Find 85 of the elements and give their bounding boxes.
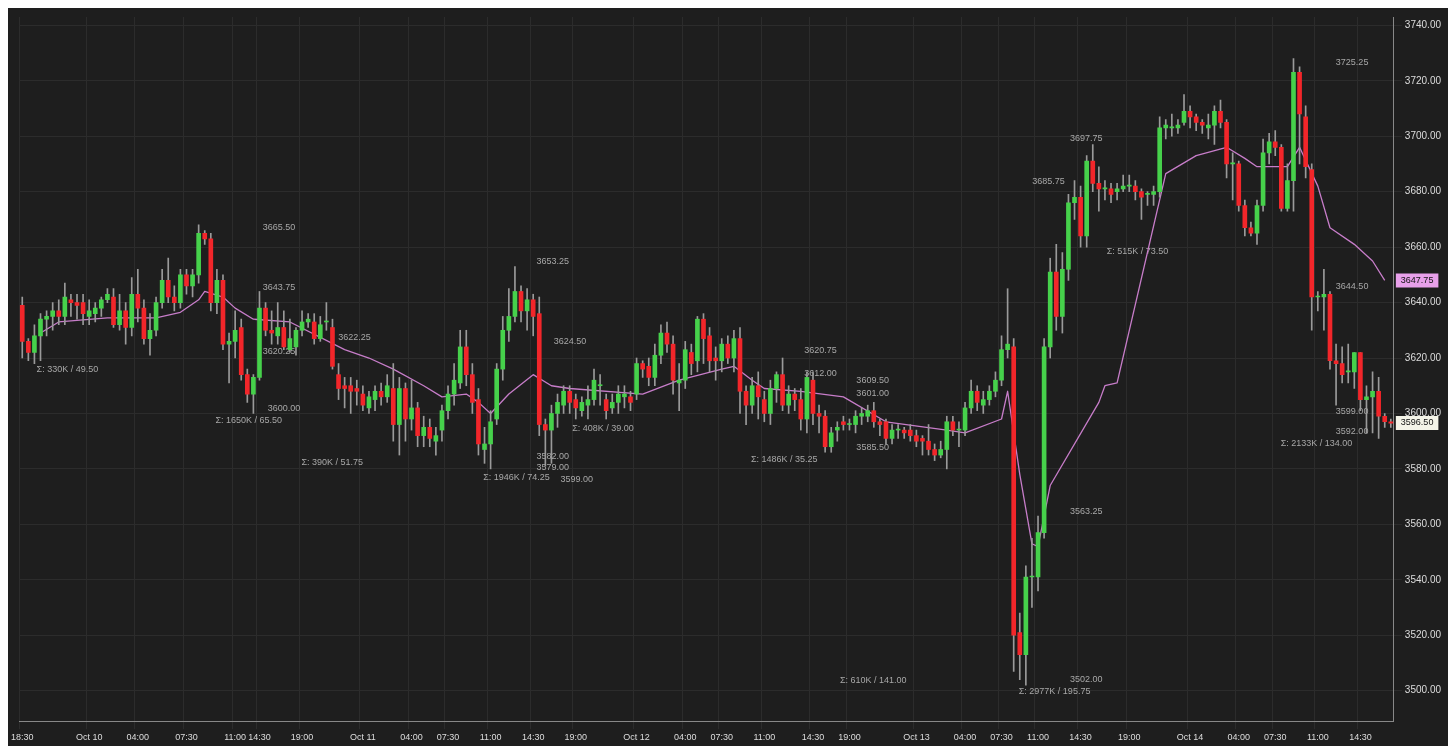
annotation: Σ: 1946K / 74.25 <box>483 472 550 483</box>
y-tick-label: 3680.00 <box>1404 185 1442 197</box>
y-tick-label: 3720.00 <box>1404 74 1442 86</box>
annotation: 3624.50 <box>553 335 587 346</box>
annotation: 3600.00 <box>267 403 301 414</box>
candlestick <box>275 302 281 345</box>
annotation: Σ: 2133K / 134.00 <box>1280 437 1353 448</box>
candlestick <box>597 374 603 406</box>
annotation: Σ: 1486K / 35.25 <box>751 454 818 465</box>
annotation: 3653.25 <box>536 255 569 266</box>
x-tick-label: 19:00 <box>1118 732 1141 743</box>
y-tick-label: 3500.00 <box>1404 684 1442 696</box>
candlestick <box>74 293 80 320</box>
y-tick-label: 3580.00 <box>1404 462 1442 474</box>
candlestick <box>816 404 822 434</box>
x-tick-label: 19:00 <box>290 732 314 743</box>
x-tick-label: 04:00 <box>953 732 977 743</box>
annotation: 3620.75 <box>804 345 837 356</box>
y-tick-label: 3620.00 <box>1404 351 1442 363</box>
annotation: 3665.50 <box>262 222 296 233</box>
x-tick-label: Oct 11 <box>349 732 376 743</box>
x-tick-label: 11:00 <box>479 732 502 743</box>
x-tick-label: 14:30 <box>1349 732 1372 743</box>
annotation: 3697.75 <box>1070 132 1103 143</box>
annotation: Σ: 390K / 51.75 <box>301 456 364 467</box>
x-tick-label: 04:00 <box>1227 732 1251 743</box>
annotation: Σ: 408K / 39.00 <box>572 423 634 434</box>
text: 3647.75 <box>1400 275 1434 286</box>
x-tick-label: Oct 14 <box>1176 732 1204 743</box>
x-tick-label: 07:30 <box>1263 732 1287 743</box>
candlestick <box>1333 343 1339 406</box>
annotation: 3585.50 <box>856 442 889 453</box>
y-tick-label: 3560.00 <box>1404 518 1442 530</box>
annotation: 3622.25 <box>338 331 371 342</box>
x-tick-label: 14:30 <box>521 732 545 743</box>
x-tick-label: 07:30 <box>710 732 734 743</box>
annotation: 3644.50 <box>1335 280 1369 291</box>
x-tick-label: 19:00 <box>838 732 861 743</box>
x-tick-label: 07:30 <box>436 732 460 743</box>
x-tick-label: 04:00 <box>673 732 697 743</box>
candlestick <box>1120 174 1126 192</box>
x-tick-label: 04:00 <box>400 732 423 743</box>
x-tick-label: 14:30 <box>248 732 271 743</box>
candlestick <box>56 299 62 326</box>
annotation: Σ: 2977K / 195.75 <box>1018 685 1091 696</box>
annotation: 3563.25 <box>1070 505 1103 516</box>
y-tick-label: 3700.00 <box>1404 129 1442 141</box>
annotation: 3643.75 <box>262 281 296 292</box>
annotation: 3599.00 <box>560 474 594 485</box>
annotation: 3502.00 <box>1070 674 1103 685</box>
annotation: 3685.75 <box>1032 175 1065 186</box>
x-tick-label: 14:30 <box>801 732 825 743</box>
annotation: 3612.00 <box>804 368 837 379</box>
text: 3596.50 <box>1400 417 1434 428</box>
x-tick-label: 18:30 <box>11 732 34 743</box>
x-tick-label: 14:30 <box>1069 732 1092 743</box>
x-tick-label: Oct 13 <box>903 732 930 743</box>
annotation: 3725.25 <box>1335 56 1369 67</box>
y-tick-label: 3600.00 <box>1404 407 1442 419</box>
annotation: 3579.00 <box>536 461 569 472</box>
y-tick-label: 3540.00 <box>1404 573 1442 585</box>
annotation: Σ: 610K / 141.00 <box>839 675 907 686</box>
annotation: Σ: 330K / 49.50 <box>36 363 99 374</box>
y-tick-label: 3520.00 <box>1404 629 1442 640</box>
x-tick-label: 11:00 <box>1027 732 1049 743</box>
y-tick-label: 3740.00 <box>1404 19 1442 31</box>
annotation: 3609.50 <box>856 375 889 386</box>
x-tick-label: 11:00 <box>753 732 776 743</box>
candlestick <box>1163 119 1169 140</box>
annotation: 3592.00 <box>1335 426 1369 437</box>
x-tick-label: 07:30 <box>175 732 198 743</box>
x-tick-label: 11:00 <box>1306 732 1329 743</box>
x-tick-label: Oct 10 <box>75 732 103 743</box>
candlestick <box>68 293 74 317</box>
x-tick-label: 19:00 <box>564 732 588 743</box>
y-tick-label: 3660.00 <box>1404 240 1442 252</box>
annotation: Σ: 1650K / 65.50 <box>215 414 283 425</box>
candlestick <box>877 418 883 436</box>
x-tick-label: Oct 12 <box>623 732 650 743</box>
candlestick <box>834 421 840 442</box>
y-tick-label: 3640.00 <box>1404 296 1442 308</box>
annotation: 3601.00 <box>856 387 889 398</box>
x-tick-label: 11:00 <box>224 732 247 743</box>
x-tick-label: 07:30 <box>990 732 1013 743</box>
x-tick-label: 04:00 <box>126 732 150 743</box>
